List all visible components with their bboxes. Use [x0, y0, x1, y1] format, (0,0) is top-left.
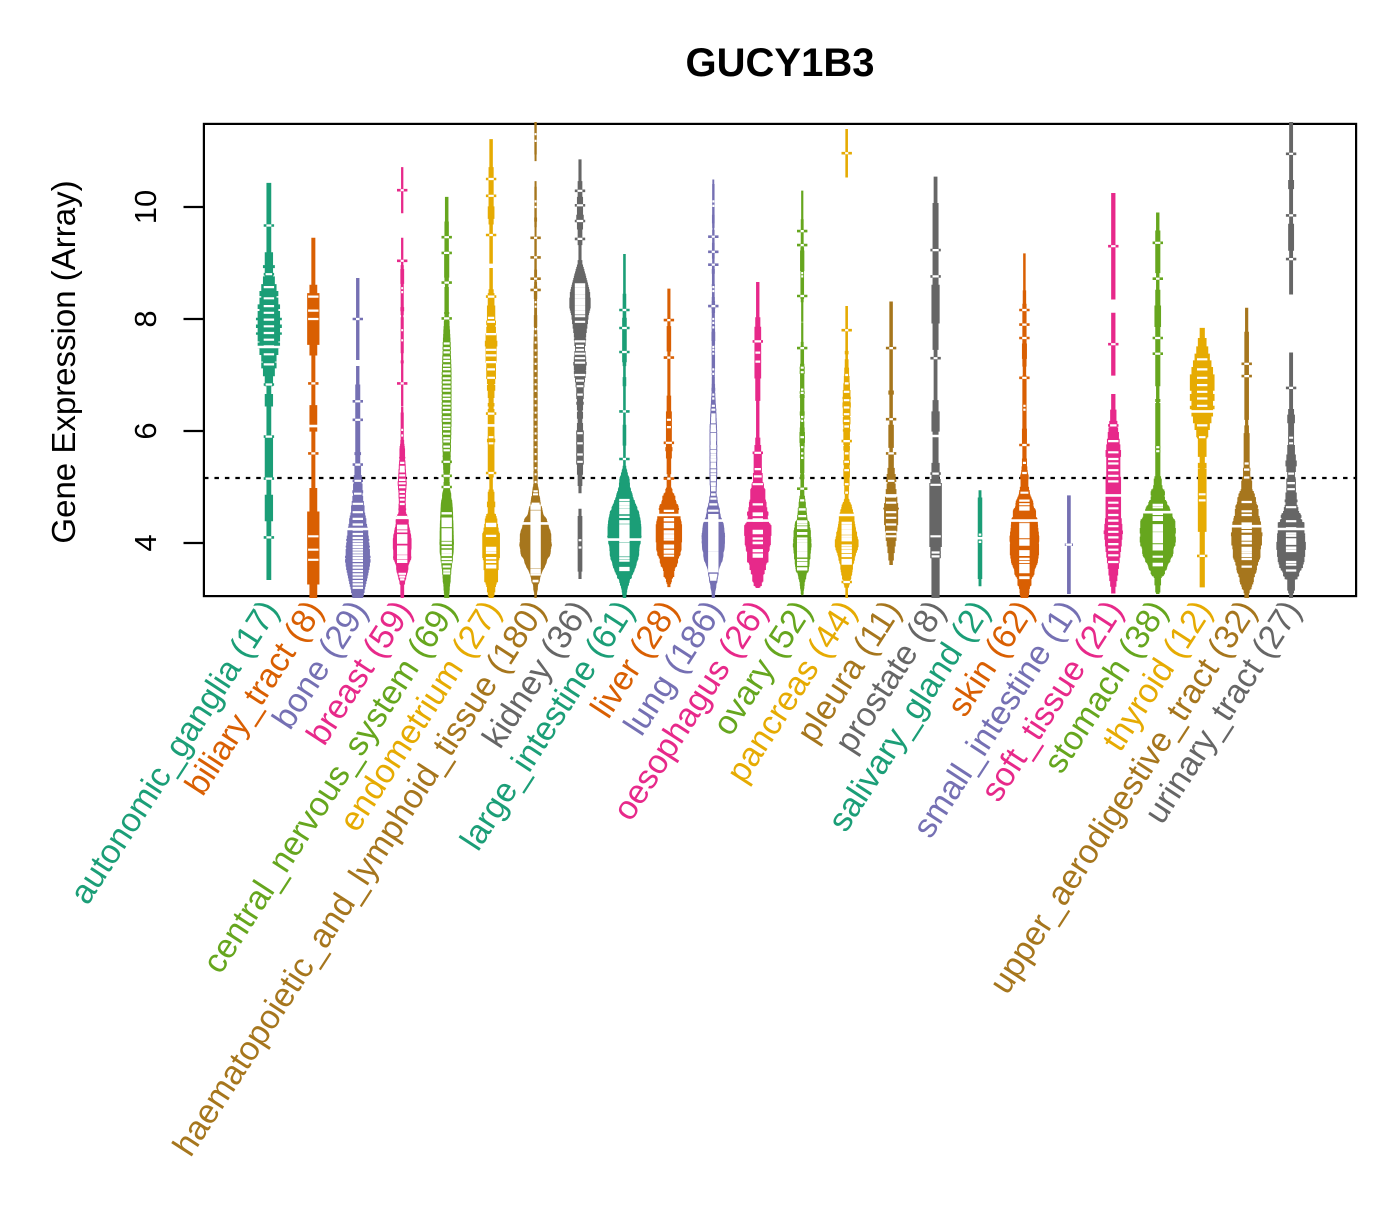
- svg-text:4: 4: [128, 534, 163, 551]
- svg-text:10: 10: [128, 190, 163, 224]
- svg-text:8: 8: [128, 310, 163, 327]
- svg-text:6: 6: [128, 422, 163, 439]
- svg-text:GUCY1B3: GUCY1B3: [686, 41, 875, 85]
- svg-text:Gene Expression (Array): Gene Expression (Array): [45, 180, 82, 543]
